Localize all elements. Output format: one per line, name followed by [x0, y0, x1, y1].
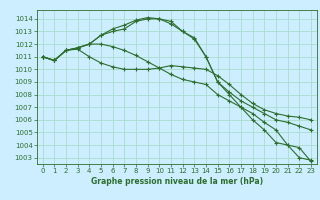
- X-axis label: Graphe pression niveau de la mer (hPa): Graphe pression niveau de la mer (hPa): [91, 177, 263, 186]
